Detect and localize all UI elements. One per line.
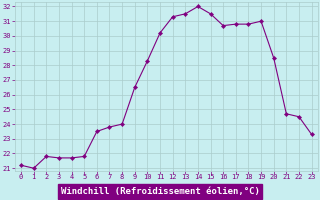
Text: Windchill (Refroidissement éolien,°C): Windchill (Refroidissement éolien,°C) [60, 187, 260, 196]
